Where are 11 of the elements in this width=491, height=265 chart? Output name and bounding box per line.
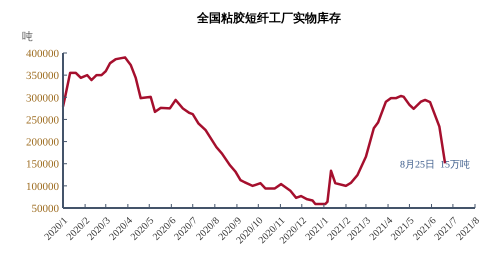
- y-tick-label: 350000: [26, 70, 60, 82]
- y-tick-label: 200000: [26, 136, 60, 149]
- y-tick-label: 50000: [32, 203, 60, 215]
- y-tick-label: 400000: [26, 48, 60, 60]
- y-tick-label: 100000: [26, 180, 60, 193]
- y-tick-label: 250000: [26, 114, 60, 126]
- y-tick-label: 300000: [26, 92, 60, 104]
- chart-title: 全国粘胶短纤工厂实物库存: [196, 11, 341, 25]
- annotation: 8月25日 15万吨: [400, 158, 470, 170]
- y-axis-title: 吨: [22, 30, 33, 43]
- y-tick-label: 150000: [26, 158, 60, 171]
